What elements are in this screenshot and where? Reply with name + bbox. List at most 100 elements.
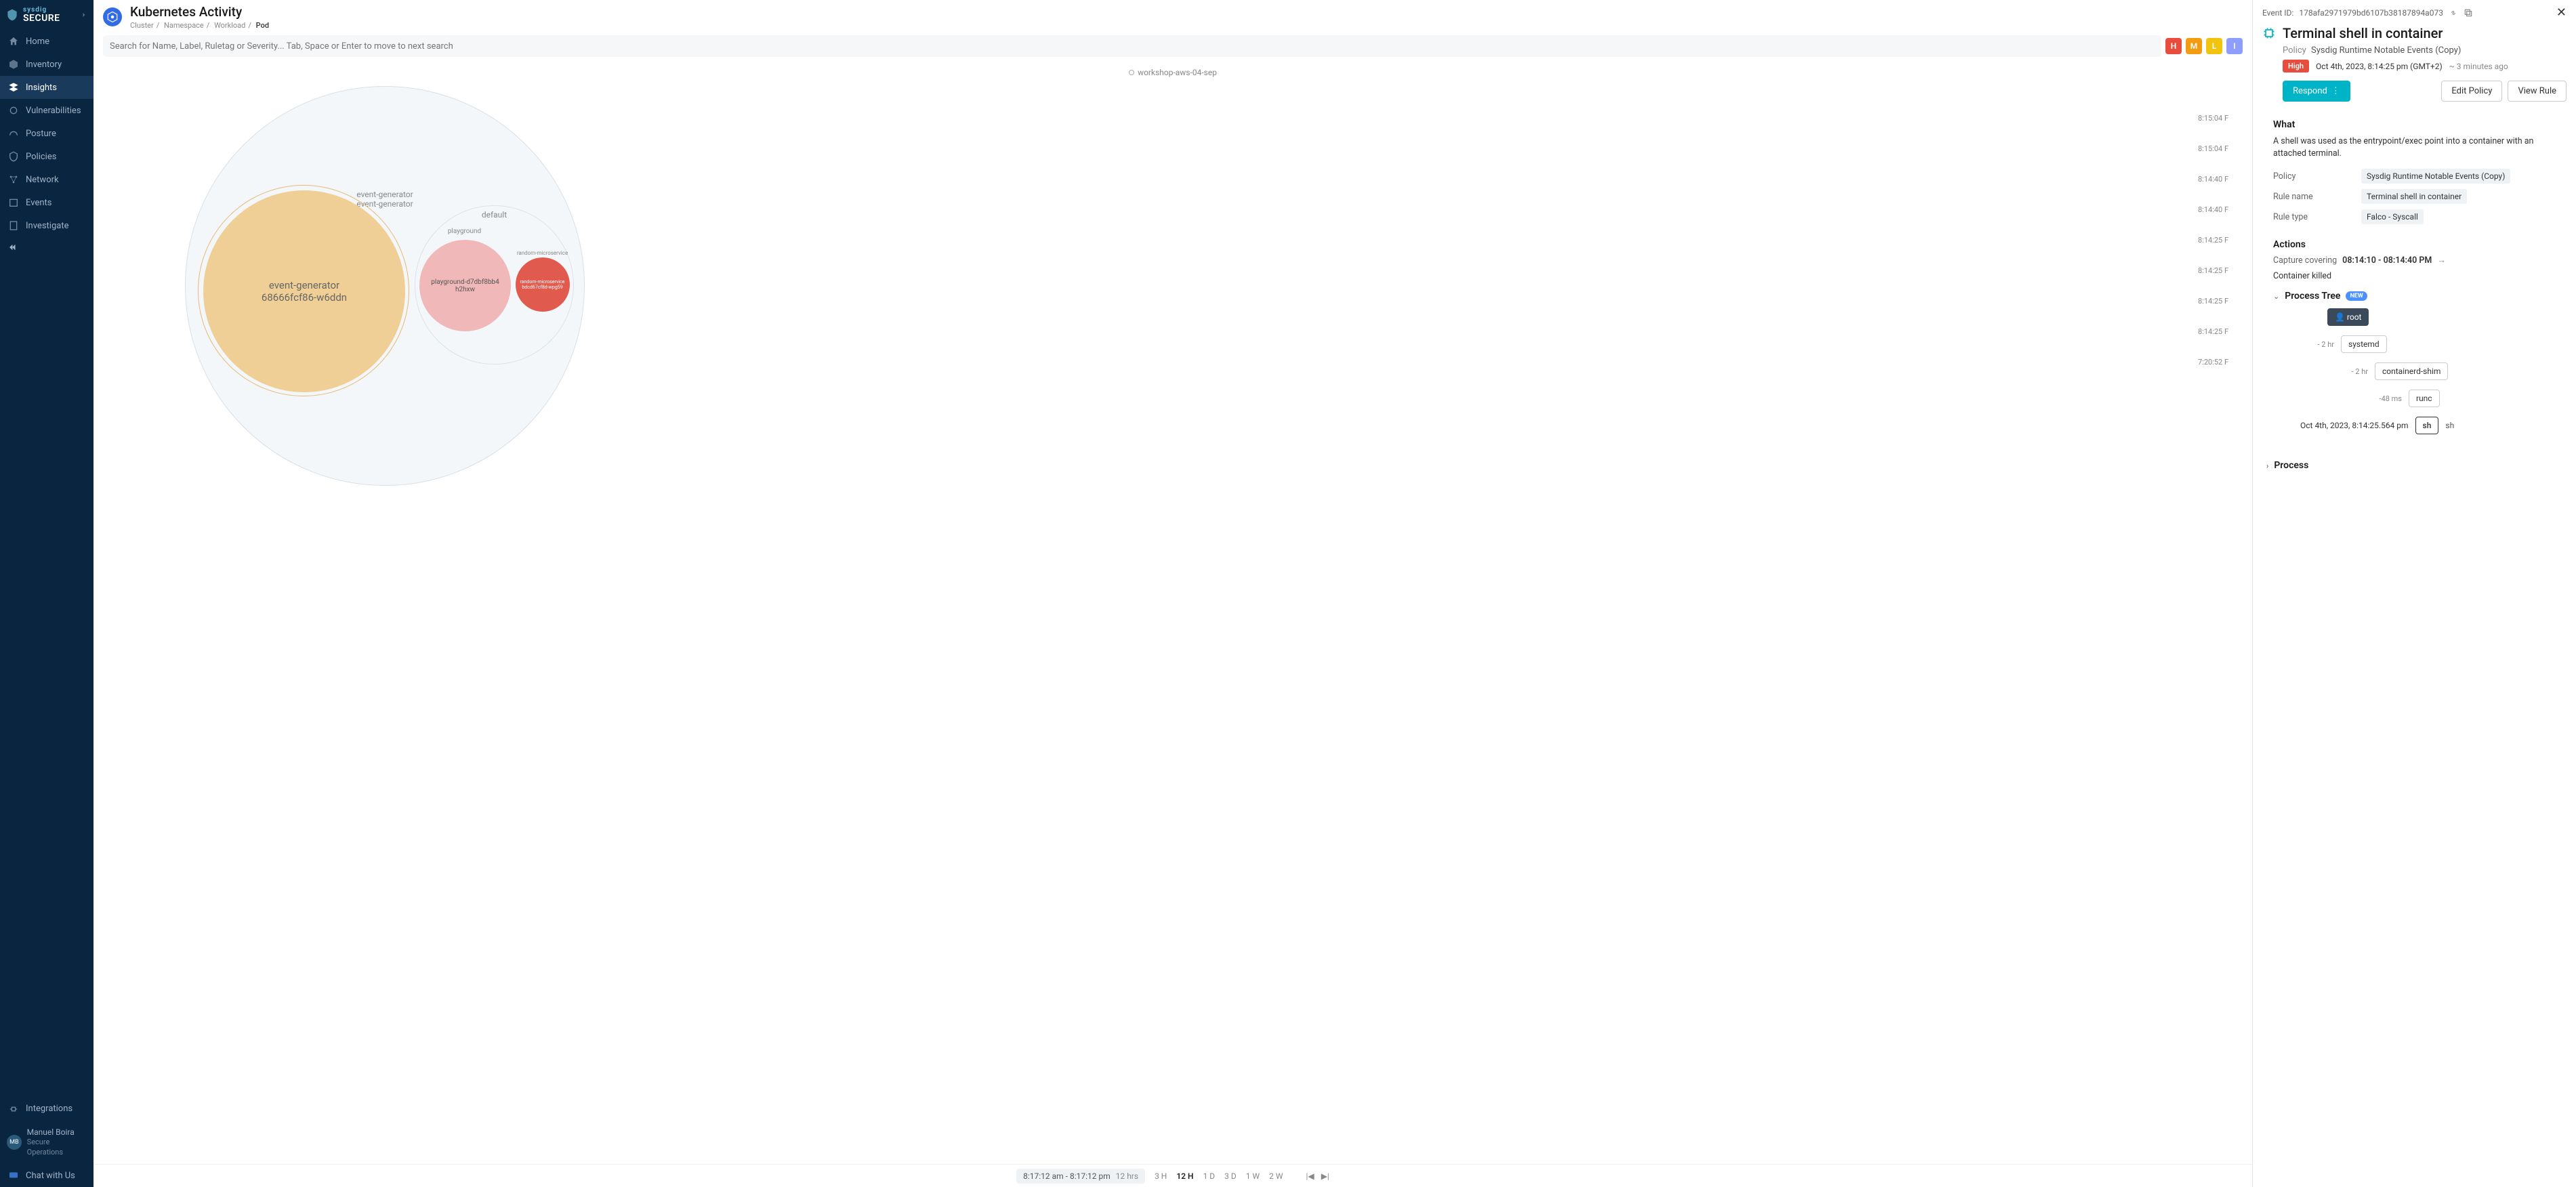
- process-node-runc[interactable]: runc: [2409, 390, 2440, 407]
- timeline-column: 8:15:04 F 8:15:04 F 8:14:40 F 8:14:40 F …: [2198, 62, 2252, 377]
- kv-key: Rule type: [2273, 212, 2361, 222]
- kv-value: Sysdig Runtime Notable Events (Copy): [2361, 169, 2510, 184]
- time-prev-icon[interactable]: |◀: [1306, 1171, 1314, 1181]
- container-killed: Container killed: [2273, 271, 2567, 281]
- range-1w[interactable]: 1 W: [1246, 1171, 1260, 1181]
- chevron-right-icon[interactable]: [80, 11, 88, 19]
- time-range-duration: 12 hrs: [1116, 1171, 1138, 1181]
- chevron-right-icon: ›: [2266, 461, 2268, 470]
- pod-circle-playground[interactable]: playground-d7dbf8bb4 h2hxw: [419, 240, 511, 331]
- nav-label: Insights: [26, 83, 57, 93]
- pod-circle-random-microservice[interactable]: random-microservice bdcd67cf8d-wpg59: [516, 257, 570, 312]
- kv-value: Falco - Syscall: [2361, 209, 2424, 224]
- capture-label: Capture covering: [2273, 255, 2337, 266]
- nav-events[interactable]: Events: [0, 191, 94, 214]
- nav-label: Policies: [26, 152, 56, 162]
- chat-icon: [8, 1170, 19, 1181]
- workload-label-playground: playground: [415, 228, 514, 235]
- crumb-namespace[interactable]: Namespace: [164, 21, 204, 30]
- nav-posture[interactable]: Posture: [0, 122, 94, 145]
- namespace-circle-event-generator[interactable]: event-generator 68666fcf86-w6ddn: [198, 185, 409, 396]
- process-node-systemd[interactable]: systemd: [2341, 335, 2387, 353]
- layers-icon: [8, 82, 19, 93]
- process-node-root[interactable]: 👤 root: [2327, 308, 2369, 326]
- nav-insights[interactable]: Insights: [0, 76, 94, 99]
- kv-key: Policy: [2273, 171, 2361, 182]
- nav-vulnerabilities[interactable]: Vulnerabilities: [0, 99, 94, 122]
- nav-chat[interactable]: Chat with Us: [0, 1164, 94, 1187]
- nav-inventory[interactable]: Inventory: [0, 53, 94, 76]
- event-timestamp: Oct 4th, 2023, 8:14:25 pm (GMT+2): [2316, 62, 2443, 71]
- bug-icon: [8, 105, 19, 116]
- search-input[interactable]: [103, 35, 2161, 57]
- arrow-right-icon[interactable]: →: [2437, 255, 2446, 266]
- severity-filter-low[interactable]: L: [2206, 38, 2222, 54]
- range-3h[interactable]: 3 H: [1155, 1171, 1167, 1181]
- main: Kubernetes Activity Cluster/ Namespace/ …: [94, 0, 2252, 1187]
- user-block[interactable]: MB Manuel Boira Secure Operations: [0, 1121, 94, 1164]
- event-id-label: Event ID:: [2262, 8, 2293, 18]
- process-time: - 2 hr: [2300, 340, 2334, 349]
- pod-circle-event-generator[interactable]: event-generator 68666fcf86-w6ddn: [203, 190, 405, 392]
- cluster-label: workshop-aws-04-sep: [1129, 68, 1217, 77]
- collapse-sidebar[interactable]: [0, 237, 94, 257]
- process-section-toggle[interactable]: › Process: [2253, 453, 2576, 478]
- pod-name: playground-d7dbf8bb4: [431, 278, 499, 286]
- nav-label: Posture: [26, 129, 56, 139]
- crumb-cluster[interactable]: Cluster: [130, 21, 154, 30]
- search-row: H M L I: [94, 31, 2252, 62]
- time-next-icon[interactable]: ▶|: [1321, 1171, 1329, 1181]
- process-node-sh[interactable]: sh: [2415, 417, 2439, 434]
- severity-filter-high[interactable]: H: [2165, 38, 2182, 54]
- severity-filter-info[interactable]: I: [2226, 38, 2243, 54]
- nav-investigate[interactable]: Investigate: [0, 214, 94, 237]
- nav-label: Chat with Us: [26, 1171, 75, 1181]
- time-range-display[interactable]: 8:17:12 am - 8:17:12 pm 12 hrs: [1016, 1169, 1145, 1184]
- network-icon: [8, 174, 19, 185]
- gauge-icon: [8, 128, 19, 139]
- pod-suffix: bdcd67cf8d-wpg59: [522, 285, 562, 290]
- timeline-tick: 8:14:40 F: [2198, 164, 2252, 194]
- search-doc-icon: [8, 220, 19, 231]
- cluster-circle[interactable]: event-generatorevent-generator event-gen…: [185, 86, 585, 486]
- respond-button[interactable]: Respond⋮: [2283, 81, 2350, 102]
- nav-home[interactable]: Home: [0, 30, 94, 53]
- view-rule-button[interactable]: View Rule: [2508, 81, 2567, 102]
- what-section-title: What: [2273, 119, 2567, 130]
- timeline-tick: 8:14:25 F: [2198, 225, 2252, 255]
- range-3d[interactable]: 3 D: [1224, 1171, 1237, 1181]
- nav-network[interactable]: Network: [0, 168, 94, 191]
- timeline-tick: 8:14:25 F: [2198, 255, 2252, 286]
- link-icon[interactable]: [2449, 8, 2458, 18]
- logo: sysdig SECURE: [0, 0, 94, 30]
- time-range-bar: 8:17:12 am - 8:17:12 pm 12 hrs 3 H 12 H …: [94, 1164, 2252, 1187]
- timeline-tick: 8:15:04 F: [2198, 103, 2252, 133]
- namespace-circle-default[interactable]: playground playground-d7dbf8bb4 h2hxw ra…: [415, 205, 574, 365]
- header: Kubernetes Activity Cluster/ Namespace/ …: [94, 0, 2252, 31]
- kubernetes-icon: [103, 7, 122, 26]
- range-2w[interactable]: 2 W: [1269, 1171, 1283, 1181]
- nav-integrations[interactable]: Integrations: [0, 1098, 94, 1121]
- close-panel[interactable]: ✕: [2556, 5, 2567, 20]
- edit-policy-button[interactable]: Edit Policy: [2441, 81, 2502, 102]
- severity-filter-medium[interactable]: M: [2186, 38, 2202, 54]
- workload-label-random: random-microservice: [514, 250, 571, 256]
- event-detail-panel: Event ID: 178afa2971979bd6107b38187894a0…: [2252, 0, 2576, 1187]
- nav-label: Vulnerabilities: [26, 106, 81, 116]
- range-1d[interactable]: 1 D: [1203, 1171, 1216, 1181]
- chevron-down-icon[interactable]: ⌄: [2273, 292, 2279, 301]
- what-description: A shell was used as the entrypoint/exec …: [2273, 136, 2567, 159]
- event-title: Terminal shell in container: [2283, 25, 2443, 41]
- cluster-dot-icon: [1129, 70, 1134, 75]
- process-tree: 👤 root - 2 hrsystemd - 2 hrcontainerd-sh…: [2273, 308, 2567, 434]
- nav-label: Events: [26, 198, 51, 208]
- dropdown-icon: ⋮: [2331, 86, 2340, 96]
- range-12h[interactable]: 12 H: [1176, 1171, 1193, 1181]
- nav-policies[interactable]: Policies: [0, 145, 94, 168]
- copy-icon[interactable]: [2464, 8, 2473, 18]
- crumb-workload[interactable]: Workload: [214, 21, 245, 30]
- event-id-value: 178afa2971979bd6107b38187894a073: [2299, 8, 2443, 18]
- sidebar: sysdig SECURE Home Inventory Insights Vu…: [0, 0, 94, 1187]
- process-time: -48 ms: [2368, 394, 2402, 403]
- process-node-containerd[interactable]: containerd-shim: [2375, 362, 2448, 380]
